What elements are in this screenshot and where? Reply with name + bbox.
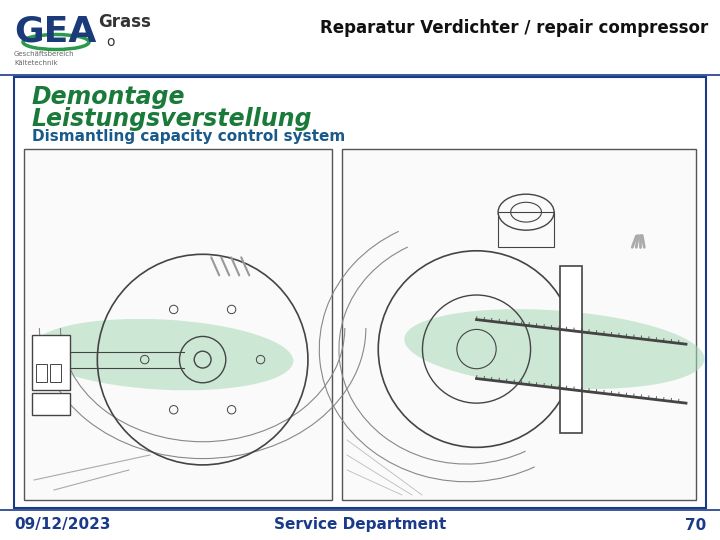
Text: Dismantling capacity control system: Dismantling capacity control system xyxy=(32,130,346,145)
Bar xyxy=(560,266,582,433)
Ellipse shape xyxy=(405,309,704,389)
Bar xyxy=(24,149,332,500)
Text: Service Department: Service Department xyxy=(274,517,446,532)
Text: Demontage: Demontage xyxy=(32,85,186,109)
Text: Reparatur Verdichter / repair compressor: Reparatur Verdichter / repair compressor xyxy=(320,19,708,37)
Text: o: o xyxy=(106,35,114,49)
Bar xyxy=(36,363,47,382)
Text: Geschäftsbereich: Geschäftsbereich xyxy=(14,51,75,57)
Text: GEA: GEA xyxy=(14,15,96,49)
Bar xyxy=(14,77,706,508)
Text: 70: 70 xyxy=(685,517,706,532)
Bar xyxy=(498,212,554,247)
Bar xyxy=(32,393,70,415)
Text: 09/12/2023: 09/12/2023 xyxy=(14,517,110,532)
Bar xyxy=(32,335,70,389)
Text: Grass: Grass xyxy=(98,13,151,31)
Text: Leistungsverstellung: Leistungsverstellung xyxy=(32,107,312,131)
Ellipse shape xyxy=(32,319,293,390)
Bar xyxy=(342,149,696,500)
Text: Kältetechnik: Kältetechnik xyxy=(14,60,58,66)
Bar xyxy=(50,363,61,382)
